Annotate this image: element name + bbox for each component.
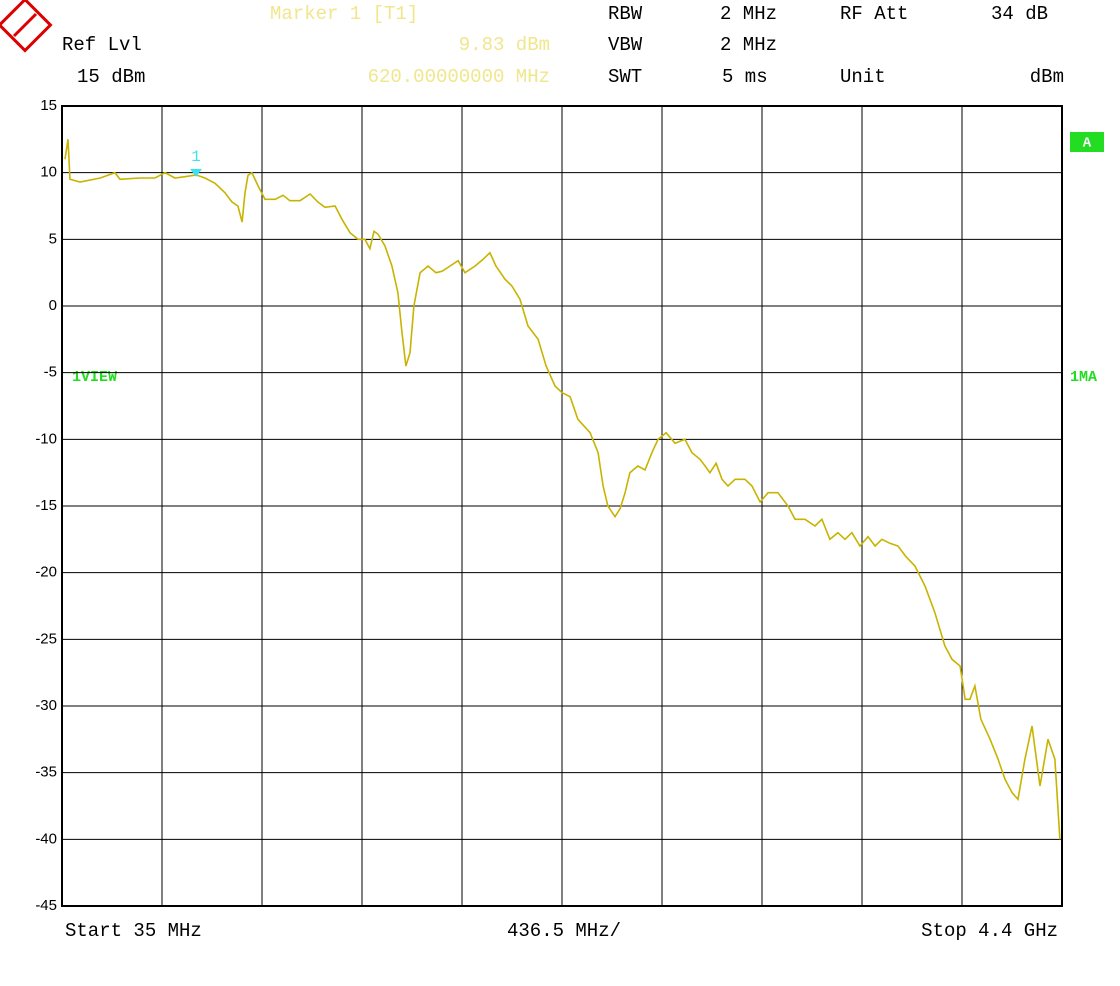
rbw-label: RBW — [608, 3, 643, 25]
unit: dBm — [1030, 66, 1064, 88]
y-tick-label: -5 — [44, 364, 57, 381]
marker-level: 9.83 dBm — [459, 34, 550, 56]
y-tick-label: -30 — [35, 697, 57, 714]
rf-att-label: RF Att — [840, 3, 908, 25]
y-tick-label: 15 — [40, 97, 57, 114]
y-tick-label: 10 — [40, 164, 57, 181]
y-tick-label: -10 — [35, 430, 57, 447]
y-tick-label: 5 — [49, 230, 57, 247]
vbw-label: VBW — [608, 34, 643, 56]
vbw: 2 MHz — [720, 34, 777, 56]
plot: 15 10 5 0 -5 -10 -15 -20 -25 -30 -35 -40 -45 1 — [35, 97, 1063, 914]
y-tick-label: -25 — [35, 630, 57, 647]
start-frequency: Start 35 MHz — [65, 920, 202, 942]
rbw: 2 MHz — [720, 3, 777, 25]
stop-frequency: Stop 4.4 GHz — [921, 920, 1058, 942]
unit-label: Unit — [840, 66, 886, 88]
trace-badge: A — [1083, 136, 1092, 152]
logo — [0, 0, 53, 53]
marker — [190, 168, 203, 177]
swt-label: SWT — [608, 66, 642, 88]
ref-level-label: Ref Lvl — [62, 34, 142, 56]
marker-frequency: 620.00000000 MHz — [368, 66, 550, 88]
plot-frame — [61, 105, 1063, 907]
view-label: 1VIEW — [72, 369, 117, 386]
trace — [64, 139, 1061, 840]
division: 436.5 MHz/ — [507, 920, 621, 942]
y-tick-label: -40 — [35, 830, 57, 847]
y-tick-label: -45 — [35, 897, 57, 914]
marker-label: 1 — [191, 148, 201, 166]
ref-level: 15 dBm — [77, 66, 145, 88]
y-tick-label: -15 — [35, 497, 57, 514]
marker-title: Marker 1 [T1] — [270, 3, 418, 25]
rf-att: 34 dB — [991, 3, 1048, 25]
y-tick-label: -20 — [35, 564, 57, 581]
y-tick-label: 0 — [49, 297, 57, 314]
swt: 5 ms — [722, 66, 768, 88]
y-tick-label: -35 — [35, 764, 57, 781]
trace-badge-box — [1070, 132, 1104, 152]
detector-label: 1MA — [1070, 369, 1097, 386]
